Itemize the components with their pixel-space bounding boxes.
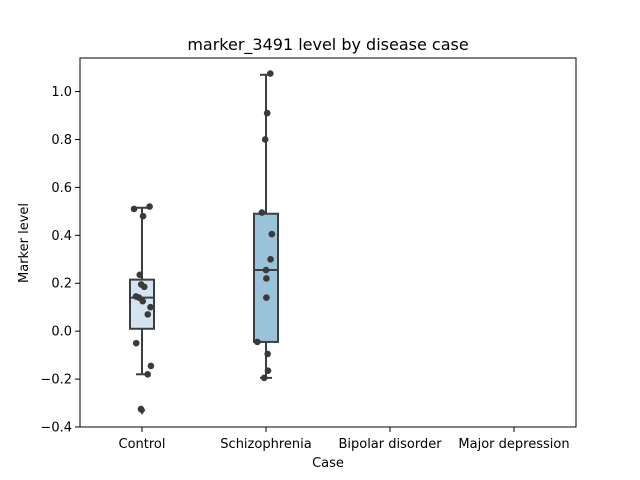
data-point <box>144 370 151 378</box>
data-point <box>147 362 155 370</box>
x-tick-label: Control <box>119 437 166 452</box>
data-point <box>264 350 271 358</box>
y-tick-label: 0.0 <box>51 325 72 340</box>
y-tick-label: −0.2 <box>40 373 72 388</box>
data-point <box>261 136 269 143</box>
data-point <box>262 266 270 274</box>
data-point <box>263 275 270 282</box>
plot-area: −0.4 −0.2 0.0 0.2 0.4 0.6 0.8 1.0 Control Schizop… <box>40 57 577 452</box>
y-tick-label: 0.4 <box>51 229 72 244</box>
chart-title: marker_3491 level by disease case <box>187 35 468 55</box>
x-tick-label: Major depression <box>458 437 569 452</box>
data-point <box>264 367 272 374</box>
data-point <box>267 70 274 77</box>
y-tick-label: 1.0 <box>51 85 72 100</box>
y-tick-label: 0.2 <box>51 277 72 292</box>
data-point <box>140 283 148 291</box>
data-point <box>147 303 154 311</box>
data-point <box>254 338 261 346</box>
data-point <box>146 203 153 210</box>
data-point <box>132 339 140 347</box>
data-point <box>139 212 147 220</box>
data-point <box>267 255 274 263</box>
data-point <box>263 109 271 117</box>
y-axis-label: Marker level <box>17 203 32 283</box>
x-tick-label: Bipolar disorder <box>338 437 442 452</box>
x-tick-label: Schizophrenia <box>220 437 311 452</box>
data-point <box>130 205 138 213</box>
data-point <box>139 297 147 305</box>
plot-frame <box>79 57 577 428</box>
y-tick-label: −0.4 <box>40 421 72 436</box>
data-point <box>258 209 266 216</box>
x-axis-label: Case <box>312 456 344 471</box>
data-point <box>260 374 268 382</box>
y-tick-label: 0.6 <box>51 181 72 196</box>
data-point <box>268 230 276 238</box>
data-point <box>136 271 144 279</box>
data-point <box>263 294 270 301</box>
y-tick-label: 0.8 <box>51 133 72 148</box>
data-point <box>137 405 145 413</box>
data-point <box>144 311 152 318</box>
